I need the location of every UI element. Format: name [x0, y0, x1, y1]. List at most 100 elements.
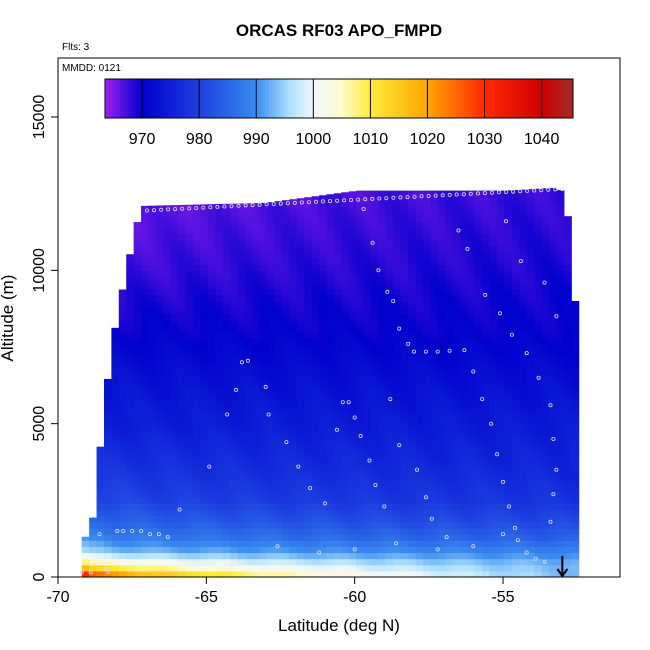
heatmap-cell: [401, 479, 409, 486]
heatmap-cell: [148, 326, 156, 333]
heatmap-cell: [156, 350, 164, 357]
heatmap-cell: [148, 491, 156, 498]
heatmap-cell: [356, 307, 364, 314]
heatmap-cell: [542, 387, 550, 394]
heatmap-cell: [260, 252, 268, 259]
colorbar-segment: [167, 79, 171, 118]
heatmap-cell: [445, 528, 453, 535]
heatmap-cell: [230, 559, 238, 566]
heatmap-cell: [193, 405, 201, 412]
heatmap-cell: [319, 276, 327, 283]
heatmap-cell: [364, 424, 372, 431]
heatmap-cell: [401, 221, 409, 228]
heatmap-cell: [208, 491, 216, 498]
heatmap-cell: [386, 436, 394, 443]
heatmap-cell: [504, 350, 512, 357]
heatmap-cell: [504, 264, 512, 271]
heatmap-cell: [312, 467, 320, 474]
heatmap-cell: [334, 485, 342, 492]
heatmap-cell: [415, 338, 423, 345]
heatmap-cell: [208, 411, 216, 418]
colorbar-segment: [503, 79, 507, 118]
colorbar-segment: [210, 79, 214, 118]
heatmap-cell: [393, 534, 401, 541]
heatmap-cell: [364, 442, 372, 449]
heatmap-cell: [134, 448, 142, 455]
heatmap-cell: [356, 454, 364, 461]
heatmap-cell: [504, 448, 512, 455]
heatmap-cell: [326, 215, 334, 222]
heatmap-cell: [282, 559, 290, 566]
heatmap-cell: [341, 246, 349, 253]
heatmap-cell: [364, 264, 372, 271]
heatmap-cell: [453, 368, 461, 375]
heatmap-cell: [497, 473, 505, 480]
heatmap-cell: [289, 246, 297, 253]
heatmap-cell: [460, 307, 468, 314]
heatmap-cell: [556, 203, 564, 210]
heatmap-cell: [438, 510, 446, 517]
heatmap-cell: [519, 191, 527, 198]
heatmap-cell: [104, 379, 112, 381]
heatmap-cell: [460, 326, 468, 333]
heatmap-cell: [119, 479, 127, 486]
heatmap-cell: [556, 362, 564, 369]
colorbar-segment: [136, 79, 140, 118]
heatmap-cell: [156, 234, 164, 241]
heatmap-cell: [304, 307, 312, 314]
colorbar-segment: [378, 79, 382, 118]
heatmap-cell: [334, 559, 342, 566]
heatmap-cell: [453, 405, 461, 412]
heatmap-cell: [289, 270, 297, 277]
heatmap-cell: [297, 295, 305, 302]
heatmap-cell: [326, 467, 334, 474]
heatmap-cell: [141, 258, 149, 265]
heatmap-cell: [556, 436, 564, 443]
heatmap-cell: [186, 448, 194, 455]
heatmap-cell: [141, 430, 149, 437]
heatmap-cell: [304, 240, 312, 247]
heatmap-cell: [267, 295, 275, 302]
heatmap-cell: [378, 338, 386, 345]
heatmap-cell: [275, 356, 283, 363]
heatmap-cell: [341, 344, 349, 351]
heatmap-cell: [386, 485, 394, 492]
heatmap-cell: [119, 375, 127, 382]
heatmap-cell: [467, 270, 475, 277]
heatmap-cell: [230, 283, 238, 290]
heatmap-cell: [504, 276, 512, 283]
heatmap-cell: [334, 362, 342, 369]
heatmap-cell: [378, 356, 386, 363]
heatmap-cell: [312, 289, 320, 296]
heatmap-cell: [312, 546, 320, 553]
heatmap-cell: [542, 460, 550, 467]
heatmap-cell: [571, 485, 579, 492]
x-axis: -70 -65 -60 -55: [46, 577, 514, 606]
heatmap-cell: [193, 399, 201, 406]
heatmap-cell: [371, 528, 379, 535]
heatmap-cell: [482, 405, 490, 412]
heatmap-cell: [119, 497, 127, 504]
heatmap-cell: [200, 332, 208, 339]
heatmap-cell: [304, 375, 312, 382]
heatmap-cell: [378, 516, 386, 523]
heatmap-cell: [252, 497, 260, 504]
heatmap-cell: [460, 552, 468, 559]
heatmap-cell: [141, 344, 149, 351]
heatmap-cell: [378, 522, 386, 529]
heatmap-cell: [490, 467, 498, 474]
heatmap-cell: [438, 258, 446, 265]
heatmap-cell: [571, 510, 579, 517]
heatmap-cell: [445, 387, 453, 394]
heatmap-cell: [460, 264, 468, 271]
heatmap-cell: [156, 454, 164, 461]
heatmap-cell: [134, 497, 142, 504]
heatmap-cell: [245, 215, 253, 222]
heatmap-cell: [542, 473, 550, 480]
heatmap-cell: [438, 479, 446, 486]
heatmap-cell: [260, 552, 268, 559]
heatmap-cell: [423, 338, 431, 345]
heatmap-cell: [453, 338, 461, 345]
heatmap-cell: [467, 203, 475, 210]
heatmap-cell: [126, 387, 134, 394]
